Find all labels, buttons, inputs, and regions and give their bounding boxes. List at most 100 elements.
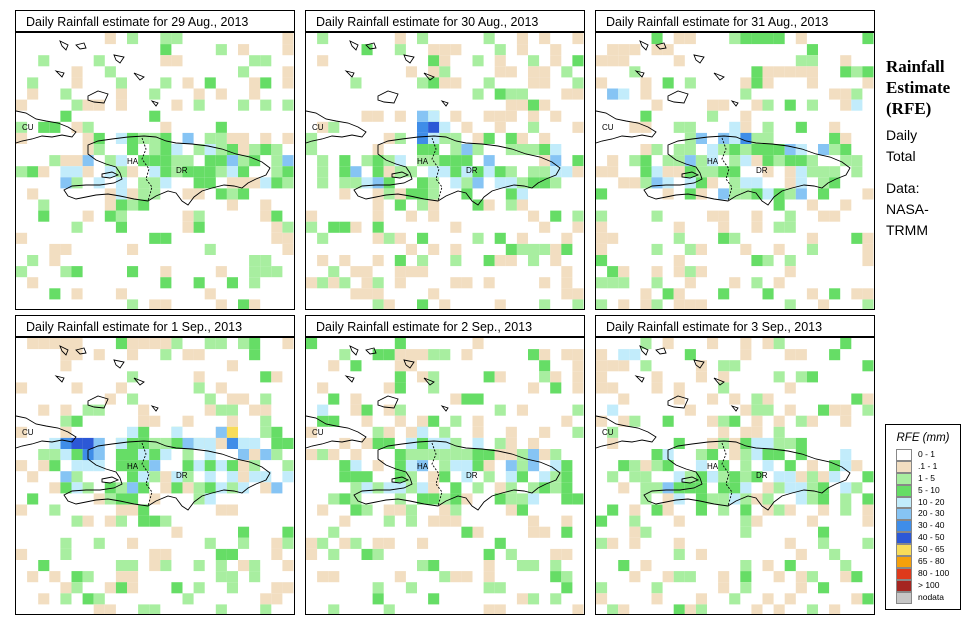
rainfall-cell	[528, 55, 540, 67]
coastline-path	[306, 110, 367, 144]
rainfall-cell	[417, 299, 429, 309]
rainfall-cell	[494, 121, 506, 133]
rainfall-cell	[528, 255, 540, 267]
rainfall-cell	[71, 571, 83, 583]
rainfall-cell	[138, 426, 150, 438]
rainfall-cell	[472, 415, 484, 427]
coastline-path	[353, 440, 561, 511]
rainfall-cell	[829, 88, 841, 100]
rainfall-cell	[127, 199, 139, 211]
rainfall-cell	[215, 44, 227, 56]
rainfall-cell	[505, 166, 517, 178]
rainfall-cell	[516, 144, 528, 156]
rainfall-cell	[238, 177, 250, 189]
rainfall-cell	[149, 88, 161, 100]
rainfall-cell	[505, 482, 517, 494]
rainfall-cell	[282, 232, 294, 244]
rainfall-cell	[38, 404, 50, 416]
rainfall-cell	[394, 232, 406, 244]
coastline-path	[667, 90, 689, 104]
rainfall-cell	[862, 299, 874, 309]
rainfall-cell	[651, 482, 663, 494]
rainfall-cell	[784, 299, 796, 309]
rainfall-cell	[49, 449, 61, 461]
rainfall-cell	[729, 155, 741, 167]
legend-swatch	[896, 472, 912, 485]
rainfall-grid	[16, 33, 294, 309]
rainfall-cell	[226, 437, 238, 449]
rainfall-cell	[149, 460, 161, 472]
rainfall-cell	[450, 77, 462, 89]
rainfall-cell	[784, 221, 796, 233]
rainfall-cell	[339, 177, 351, 189]
side-subtitle-line-2: Total	[886, 148, 916, 164]
legend-item: 40 - 50	[886, 532, 960, 545]
rainfall-cell	[505, 493, 517, 505]
rainfall-cell	[707, 110, 719, 122]
rainfall-cell	[271, 482, 283, 494]
rainfall-cell	[260, 371, 272, 383]
rainfall-cell	[795, 493, 807, 505]
rainfall-cell	[773, 415, 785, 427]
rainfall-cell	[394, 349, 406, 361]
rainfall-cell	[372, 299, 384, 309]
rainfall-cell	[372, 437, 384, 449]
rainfall-cell	[740, 132, 752, 144]
rainfall-cell	[115, 504, 127, 516]
rainfall-cell	[784, 460, 796, 472]
rainfall-cell	[572, 288, 584, 300]
rainfall-cell	[71, 99, 83, 111]
rainfall-cell	[596, 210, 608, 222]
rainfall-cell	[505, 99, 517, 111]
rainfall-cell	[773, 604, 785, 614]
rainfall-cell	[539, 132, 551, 144]
rainfall-cell	[271, 155, 283, 167]
rainfall-cell	[138, 437, 150, 449]
rainfall-cell	[204, 338, 216, 350]
rainfall-cell	[383, 504, 395, 516]
rainfall-cell	[851, 571, 863, 583]
rainfall-cell	[718, 371, 730, 383]
coastline-path	[693, 54, 705, 64]
rainfall-cell	[428, 177, 440, 189]
rainfall-cell	[695, 471, 707, 483]
rainfall-cell	[629, 460, 641, 472]
rainfall-cell	[640, 360, 652, 372]
country-border	[141, 137, 153, 202]
rainfall-cell	[718, 415, 730, 427]
rainfall-cell	[104, 482, 116, 494]
rainfall-cell	[450, 493, 462, 505]
country-border	[721, 137, 733, 202]
rainfall-cell	[282, 537, 294, 549]
rainfall-cell	[762, 437, 774, 449]
rainfall-cell	[740, 582, 752, 594]
rainfall-cell	[795, 482, 807, 494]
rainfall-cell	[618, 299, 630, 309]
rainfall-cell	[428, 288, 440, 300]
rainfall-cell	[840, 55, 852, 67]
rainfall-cell	[115, 571, 127, 583]
rainfall-cell	[450, 277, 462, 289]
rainfall-cell	[127, 33, 139, 45]
rainfall-cell	[516, 593, 528, 605]
rainfall-cell	[215, 382, 227, 394]
rainfall-cell	[784, 482, 796, 494]
rainfall-cell	[339, 277, 351, 289]
country-border	[721, 442, 733, 507]
rainfall-cell	[282, 460, 294, 472]
rainfall-cell	[695, 188, 707, 200]
rainfall-cell	[439, 66, 451, 78]
rainfall-cell	[361, 44, 373, 56]
rainfall-cell	[372, 460, 384, 472]
rainfall-cell	[361, 277, 373, 289]
rainfall-cell	[38, 55, 50, 67]
coastline-path	[655, 347, 667, 355]
legend-item: .1 - 1	[886, 460, 960, 473]
rainfall-cell	[784, 560, 796, 572]
rainfall-cell	[795, 471, 807, 483]
rainfall-cell	[204, 404, 216, 416]
rainfall-cell	[651, 299, 663, 309]
rainfall-cell	[773, 33, 785, 45]
rainfall-cell	[539, 426, 551, 438]
